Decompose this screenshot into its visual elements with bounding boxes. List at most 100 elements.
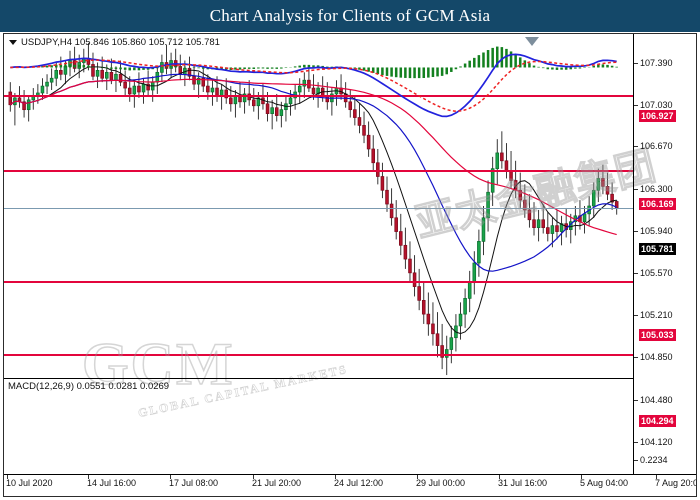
current-price-line[interactable]	[4, 207, 633, 209]
indicator-legend: MACD(12,26,9) 0.0551 0.0281 0.0269	[8, 381, 170, 392]
level-line-104.294[interactable]	[4, 354, 633, 357]
candle-body	[274, 107, 279, 116]
price-axis-label: 104.850	[640, 352, 673, 362]
candle-body	[385, 189, 389, 205]
level-line-106.927[interactable]	[4, 95, 633, 98]
candle-body	[421, 300, 426, 315]
candle-body	[72, 60, 77, 69]
candle-body	[59, 70, 63, 75]
chevron-down-icon[interactable]	[9, 40, 17, 45]
time-axis[interactable]: 10 Jul 2020 14 Jul 16:00 17 Jul 08:00 21 Ju…	[4, 475, 696, 496]
price-axis-tick	[634, 231, 638, 232]
candle-body	[403, 244, 408, 260]
price-axis-tick	[634, 273, 638, 274]
macd-line	[10, 53, 617, 118]
price-axis-label: 107.390	[640, 58, 673, 68]
price-axis-tick	[634, 460, 638, 461]
candle-body	[357, 117, 362, 126]
symbol-legend[interactable]: USDJPY,H4 105.846 105.860 105.712 105.78…	[9, 37, 220, 48]
time-axis-tick	[335, 475, 336, 479]
price-axis-tick	[634, 189, 638, 190]
candle-body	[467, 282, 472, 299]
chart-frame: GCM GLOBAL CAPITAL MARKETS 亚太金融集团 USDJPY…	[3, 33, 697, 497]
time-axis-label: 10 Jul 2020	[6, 478, 53, 488]
level-price-tag[interactable]: 106.169	[639, 198, 676, 210]
candle-body	[127, 87, 132, 95]
candle-body	[610, 193, 614, 203]
price-axis-tick	[634, 63, 638, 64]
candle-body	[132, 85, 137, 95]
candle-body	[435, 333, 440, 346]
macd-canvas	[10, 46, 618, 118]
candle-body	[104, 71, 109, 79]
current-price-tag[interactable]: 105.781	[639, 243, 676, 255]
price-axis-label: 104.480	[640, 395, 673, 405]
price-axis-tick	[634, 442, 638, 443]
candle-body	[486, 191, 490, 219]
pane-divider	[4, 378, 633, 379]
candle-body	[100, 70, 104, 79]
candle-body	[270, 107, 274, 114]
candle-body	[532, 219, 536, 228]
time-axis-tick	[170, 475, 171, 479]
candle-body	[348, 101, 353, 111]
price-axis[interactable]: 107.390 107.030 106.927 106.670 106.300 106.1…	[634, 34, 696, 474]
candle-body	[399, 231, 403, 246]
candle-body	[201, 77, 206, 87]
candle-body	[91, 64, 95, 77]
candle-body	[412, 272, 417, 287]
candle-body	[458, 313, 463, 327]
candle-body	[523, 199, 527, 211]
candle-body	[206, 85, 210, 93]
candle-body	[559, 223, 564, 232]
symbol-legend-text: USDJPY,H4 105.846 105.860 105.712 105.78…	[21, 37, 220, 48]
time-axis-label: 31 Jul 16:00	[498, 478, 548, 488]
macd-signal-line	[10, 59, 617, 112]
candle-body	[376, 162, 380, 177]
candle-body	[472, 262, 477, 284]
candle-body	[95, 70, 100, 77]
price-axis-label: 104.120	[640, 437, 673, 447]
candle-body	[256, 97, 261, 107]
candle-body	[40, 85, 45, 94]
time-axis-tick	[656, 475, 657, 479]
candle-body	[252, 99, 256, 107]
time-axis-tick	[88, 475, 89, 479]
candle-body	[536, 219, 541, 228]
candle-body	[555, 225, 559, 232]
candle-body	[123, 81, 127, 89]
candle-body	[224, 89, 228, 99]
candle-body	[311, 87, 316, 95]
candle-body	[394, 217, 398, 232]
time-axis-tick	[499, 475, 500, 479]
candle-body	[26, 99, 31, 111]
level-line-106.169[interactable]	[4, 169, 633, 172]
price-axis-line	[633, 34, 634, 474]
level-price-tag[interactable]: 105.033	[639, 329, 676, 341]
chart-top-marker-icon	[525, 37, 539, 46]
candle-body	[371, 148, 375, 164]
time-axis-label: 29 Jul 00:00	[416, 478, 466, 488]
level-price-tag[interactable]: 106.927	[639, 110, 676, 122]
price-axis-label: 105.570	[640, 268, 673, 278]
candle-body	[146, 83, 150, 91]
price-axis-label: 105.210	[640, 310, 673, 320]
candle-body	[302, 79, 307, 87]
candle-body	[582, 213, 587, 223]
candle-body	[444, 349, 449, 358]
price-axis-tick	[634, 105, 638, 106]
candle-body	[118, 73, 123, 83]
candle-body	[417, 286, 421, 301]
time-axis-tick	[581, 475, 582, 479]
candle-body	[288, 97, 293, 105]
candle-body	[187, 68, 192, 77]
price-axis-label: 0.2234	[640, 455, 668, 465]
level-line-105.033[interactable]	[4, 281, 633, 284]
ma-slow-line	[9, 78, 617, 236]
candle-body	[279, 109, 284, 116]
level-price-tag[interactable]: 104.294	[639, 415, 676, 427]
price-axis-label: 107.030	[640, 100, 673, 110]
time-axis-label: 17 Jul 08:00	[169, 478, 219, 488]
price-axis-tick	[634, 146, 638, 147]
